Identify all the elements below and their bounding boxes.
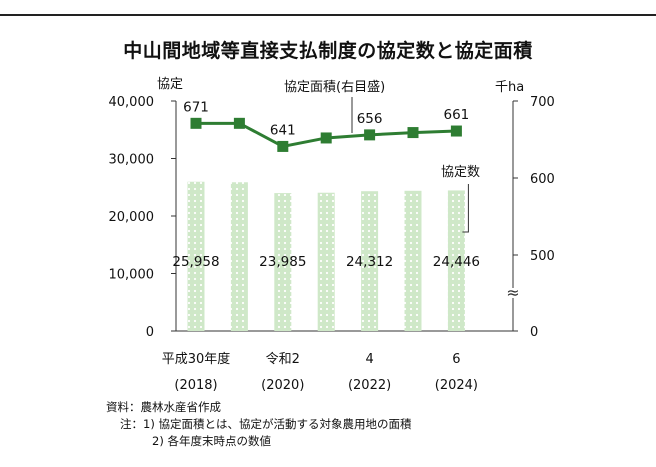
area-marker-2022 [364,129,376,141]
bar-2022 [361,191,379,331]
right-axis-label: 千ha [495,80,524,95]
x-tick-year: (2020) [261,378,304,393]
chart-title: 中山間地域等直接支払制度の協定数と協定面積 [123,40,533,62]
bar-2019 [230,182,248,331]
source-note: 資料：農林水産省作成 [106,400,221,414]
left-axis-label: 協定 [157,77,183,92]
left-tick-label: 30,000 [109,153,155,168]
x-tick-year: (2018) [174,378,217,393]
x-tick-label: 令和2 [266,352,300,367]
axis-break-symbol: ≈ [506,283,519,302]
bar-2023 [404,190,422,331]
right-tick-label: 700 [530,95,555,110]
note-1: 注：1) 協定面積とは、協定が活動する対象農用地の面積 [120,417,412,431]
x-tick-year: (2024) [435,378,478,393]
area-marker-2019 [233,117,245,129]
area-marker-2023 [407,127,419,139]
bar-2018 [187,181,205,331]
x-tick-label: 6 [452,352,460,367]
line-value-label: 656 [357,111,383,127]
bars-legend-label: 協定数 [441,165,480,180]
notes: 資料：農林水産省作成 注：1) 協定面積とは、協定が活動する対象農用地の面積 2… [106,399,411,450]
right-tick-label: 600 [530,172,555,187]
bar-value-label: 23,985 [259,254,306,270]
area-marker-2024 [450,125,462,137]
left-tick-label: 20,000 [109,210,155,225]
area-marker-2021 [320,132,332,144]
area-marker-2020 [277,140,289,152]
x-tick-year: (2022) [348,378,391,393]
bar-2020 [274,193,292,331]
line-legend-label: 協定面積(右目盛) [284,80,385,95]
left-tick-label: 10,000 [109,268,155,283]
line-value-label: 671 [183,99,209,115]
line-value-label: 661 [444,107,470,123]
area-marker-2018 [190,117,202,129]
top-rule [0,14,656,16]
bar-value-label: 25,958 [172,254,219,270]
right-tick-label: 0 [530,325,538,340]
left-tick-label: 40,000 [109,95,155,110]
axis-break-mask [505,288,521,298]
left-tick-label: 0 [146,325,154,340]
note-2: 2) 各年度末時点の数値 [152,434,271,448]
line-value-label: 641 [270,122,296,138]
bar-value-label: 24,446 [433,254,480,270]
bars-legend-leader [462,184,469,233]
bar-2021 [317,192,335,331]
x-tick-label: 平成30年度 [162,351,231,367]
bar-2024 [447,190,465,331]
right-tick-label: 500 [530,249,555,264]
bar-value-label: 24,312 [346,254,393,270]
x-tick-label: 4 [365,352,373,367]
